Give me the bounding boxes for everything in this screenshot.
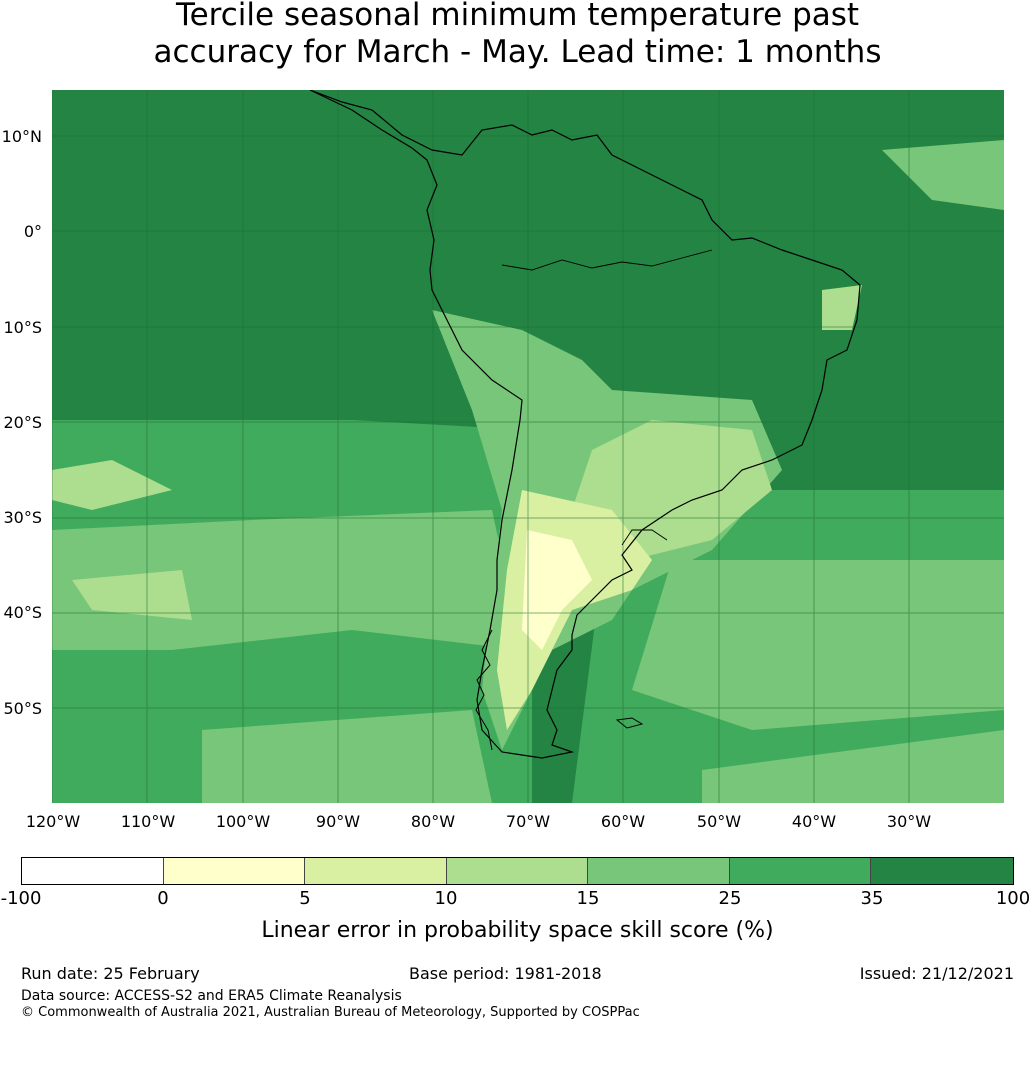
base-period: Base period: 1981-2018 <box>409 964 602 983</box>
colorbar-tick: 100 <box>995 888 1031 909</box>
chart-title-line2: accuracy for March - May. Lead time: 1 m… <box>153 34 882 70</box>
data-source: Data source: ACCESS-S2 and ERA5 Climate … <box>21 988 402 1004</box>
copyright: © Commonwealth of Australia 2021, Austra… <box>21 1005 640 1020</box>
lat-label-40s: 40°S <box>3 603 42 622</box>
lat-label-50s: 50°S <box>3 699 42 718</box>
lon-label-40w: 40°W <box>791 812 837 831</box>
amazon-river <box>501 249 713 271</box>
chart-title-line1: Tercile seasonal minimum temperature pas… <box>175 0 860 33</box>
colorbar <box>21 857 1014 885</box>
lon-label-30w: 30°W <box>886 812 932 831</box>
lon-label-70w: 70°W <box>505 812 551 831</box>
colorbar-tick: 5 <box>299 888 311 909</box>
colorbar-tick: 25 <box>718 888 742 909</box>
pacific-light-south <box>202 710 492 803</box>
patagonia-fjords <box>475 629 493 751</box>
lon-label-50w: 50°W <box>696 812 742 831</box>
ne-brazil-light <box>822 285 862 330</box>
lat-label-10n: 10°N <box>1 127 42 146</box>
colorbar-bin-0 <box>22 858 164 884</box>
colorbar-tick: 0 <box>157 888 169 909</box>
lon-label-100w: 100°W <box>215 812 271 831</box>
colorbar-bin-6 <box>871 858 1014 884</box>
lat-label-10s: 10°S <box>3 318 42 337</box>
issued-date: Issued: 21/12/2021 <box>859 964 1014 983</box>
south-america-coastline <box>309 90 861 759</box>
lon-label-120w: 120°W <box>25 812 81 831</box>
parana-river <box>621 529 668 546</box>
lat-label-20s: 20°S <box>3 413 42 432</box>
run-date: Run date: 25 February <box>21 964 200 983</box>
lat-label-0: 0° <box>23 222 42 241</box>
graticule-grid <box>52 90 1004 803</box>
south-light-east <box>702 730 1004 803</box>
argentina-yellow-core <box>522 530 592 650</box>
skill-score-map <box>52 90 1004 803</box>
colorbar-tick: 35 <box>860 888 884 909</box>
mid-band-east <box>632 560 1004 730</box>
colorbar-bin-4 <box>587 858 730 884</box>
colorbar-tick: 10 <box>434 888 458 909</box>
lon-label-90w: 90°W <box>315 812 361 831</box>
colorbar-bin-2 <box>305 858 448 884</box>
colorbar-bin-3 <box>447 858 588 884</box>
lon-label-80w: 80°W <box>410 812 456 831</box>
colorbar-label: Linear error in probability space skill … <box>261 918 774 943</box>
colorbar-tick: -100 <box>0 888 42 909</box>
lat-label-30s: 30°S <box>3 508 42 527</box>
sw-light-patch <box>72 570 192 620</box>
falkland-islands <box>615 717 644 729</box>
colorbar-bin-5 <box>729 858 872 884</box>
west-light-patch <box>52 460 172 510</box>
lon-label-60w: 60°W <box>600 812 646 831</box>
colorbar-bin-1 <box>163 858 306 884</box>
lon-label-110w: 110°W <box>120 812 176 831</box>
colorbar-tick: 15 <box>576 888 600 909</box>
equator-light-east <box>882 140 1004 210</box>
